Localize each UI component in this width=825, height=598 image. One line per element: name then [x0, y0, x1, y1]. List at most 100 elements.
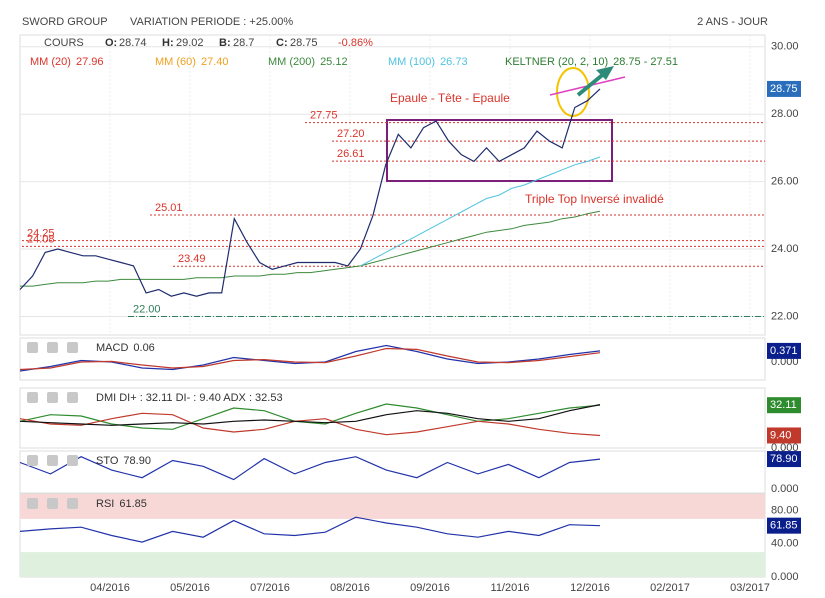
panel-icon [67, 392, 78, 403]
x-tick-label: 12/2016 [570, 582, 610, 594]
series-line [19, 347, 601, 371]
panel-icon [27, 342, 38, 353]
x-tick-label: 09/2016 [410, 582, 450, 594]
range-box [386, 119, 613, 182]
quote-value: 29.02 [176, 37, 204, 49]
panel-title: DMI DI+ : 32.11 DI- : 9.40 ADX : 32.53 [96, 392, 283, 404]
indicator-name: MM (60) [155, 56, 196, 68]
indicator-value: 26.73 [440, 56, 468, 68]
arrow-head [596, 66, 614, 80]
quote-value: 28.75 [290, 37, 318, 49]
panel-icon [27, 455, 38, 466]
zone [20, 494, 765, 519]
y-tick-label: 40.00 [771, 538, 799, 550]
y-tick-label: 28.00 [771, 108, 799, 120]
x-tick-label: 04/2016 [90, 582, 130, 594]
value-badge-text: 0.371 [770, 345, 798, 357]
x-tick-label: 02/2017 [650, 582, 690, 594]
y-tick-label: 22.00 [771, 310, 799, 322]
value-badge [767, 451, 801, 468]
value-badge-text: 61.85 [770, 520, 798, 532]
value-badge-text: 78.90 [770, 453, 798, 465]
panel-title: MACD [96, 342, 128, 354]
indicator-name: KELTNER (20, 2, 10) [505, 56, 608, 68]
series-line [20, 210, 601, 287]
y-tick-label: 30.00 [771, 41, 799, 53]
highlight-ellipse [556, 67, 590, 117]
y-tick-label: 0.000 [771, 483, 799, 495]
panel-icon [67, 498, 78, 509]
level-label: 24.08 [27, 233, 55, 245]
x-tick-label: 03/2017 [730, 582, 770, 594]
panel-frame [19, 34, 766, 336]
y-tick-label: 80.00 [771, 505, 799, 517]
panel-frame [19, 337, 766, 381]
series-line [19, 516, 601, 543]
x-tick-label: 07/2016 [250, 582, 290, 594]
y-tick-label: 0.000 [771, 356, 799, 368]
indicator-value: 25.12 [320, 56, 348, 68]
price-badge [767, 80, 801, 97]
level-label: 25.01 [155, 202, 183, 214]
panel-title-value: 61.85 [119, 498, 147, 510]
level-label: 24.25 [27, 228, 55, 240]
panel-icon [27, 392, 38, 403]
x-tick-label: 05/2016 [170, 582, 210, 594]
value-badge [767, 517, 801, 534]
value-badge-text: 32.11 [770, 399, 797, 411]
value-badge [767, 397, 801, 414]
y-tick-label: 24.00 [771, 243, 799, 255]
panel-title: RSI [96, 498, 114, 510]
quote-label: H: [162, 37, 174, 49]
value-badge [767, 427, 801, 444]
panel-icon [47, 455, 58, 466]
quote-label: B: [219, 37, 231, 49]
indicator-value: 27.40 [201, 56, 229, 68]
period: 2 ANS - JOUR [697, 16, 768, 28]
panel-icon [67, 455, 78, 466]
x-tick-label: 08/2016 [330, 582, 370, 594]
panel-title: STO [96, 455, 119, 467]
indicator-value: 27.96 [76, 56, 104, 68]
value-badge-text: 9.40 [770, 429, 791, 441]
value-badge [767, 342, 801, 359]
annotation: Epaule - Tête - Epaule [390, 91, 510, 105]
variation: VARIATION PERIODE : +25.00% [130, 16, 293, 28]
quote-value: 28.74 [119, 37, 147, 49]
level-label: 27.75 [310, 110, 338, 122]
trend-arrow [576, 70, 608, 97]
panel-title-value: 78.90 [123, 455, 151, 467]
indicator-name: MM (20) [30, 56, 71, 68]
panel-icon [27, 498, 38, 509]
indicator-value: 28.75 - 27.51 [613, 56, 678, 68]
quote-change: -0.86% [338, 37, 373, 49]
panel-frame [19, 387, 766, 449]
x-tick-label: 11/2016 [491, 582, 530, 594]
y-tick-label: 26.00 [771, 176, 799, 188]
panel-icon [47, 498, 58, 509]
panel-title-value: 0.06 [133, 342, 154, 354]
panel-icon [67, 342, 78, 353]
indicator-name: MM (200) [268, 56, 315, 68]
series-line [19, 404, 601, 426]
level-label: 26.61 [337, 148, 365, 160]
quote-value: 28.7 [233, 37, 254, 49]
level-label: 27.20 [337, 128, 365, 140]
quote-label: C: [276, 37, 288, 49]
level-label: 22.00 [133, 303, 161, 315]
series-line [360, 156, 601, 267]
annotation: Triple Top Inversé invalidé [525, 192, 664, 206]
panel-icon [47, 342, 58, 353]
indicator-name: MM (100) [388, 56, 435, 68]
quote-label: O: [105, 37, 117, 49]
series-line [19, 412, 601, 437]
series-line [19, 456, 601, 481]
legend-name: COURS [44, 37, 84, 49]
panel-icon [47, 392, 58, 403]
y-tick-label: 0.000 [771, 442, 799, 454]
y-tick-label: 0.000 [771, 571, 799, 583]
level-label: 23.49 [178, 253, 206, 265]
price-badge-text: 28.75 [770, 83, 798, 95]
stock-name: SWORD GROUP [22, 16, 108, 28]
